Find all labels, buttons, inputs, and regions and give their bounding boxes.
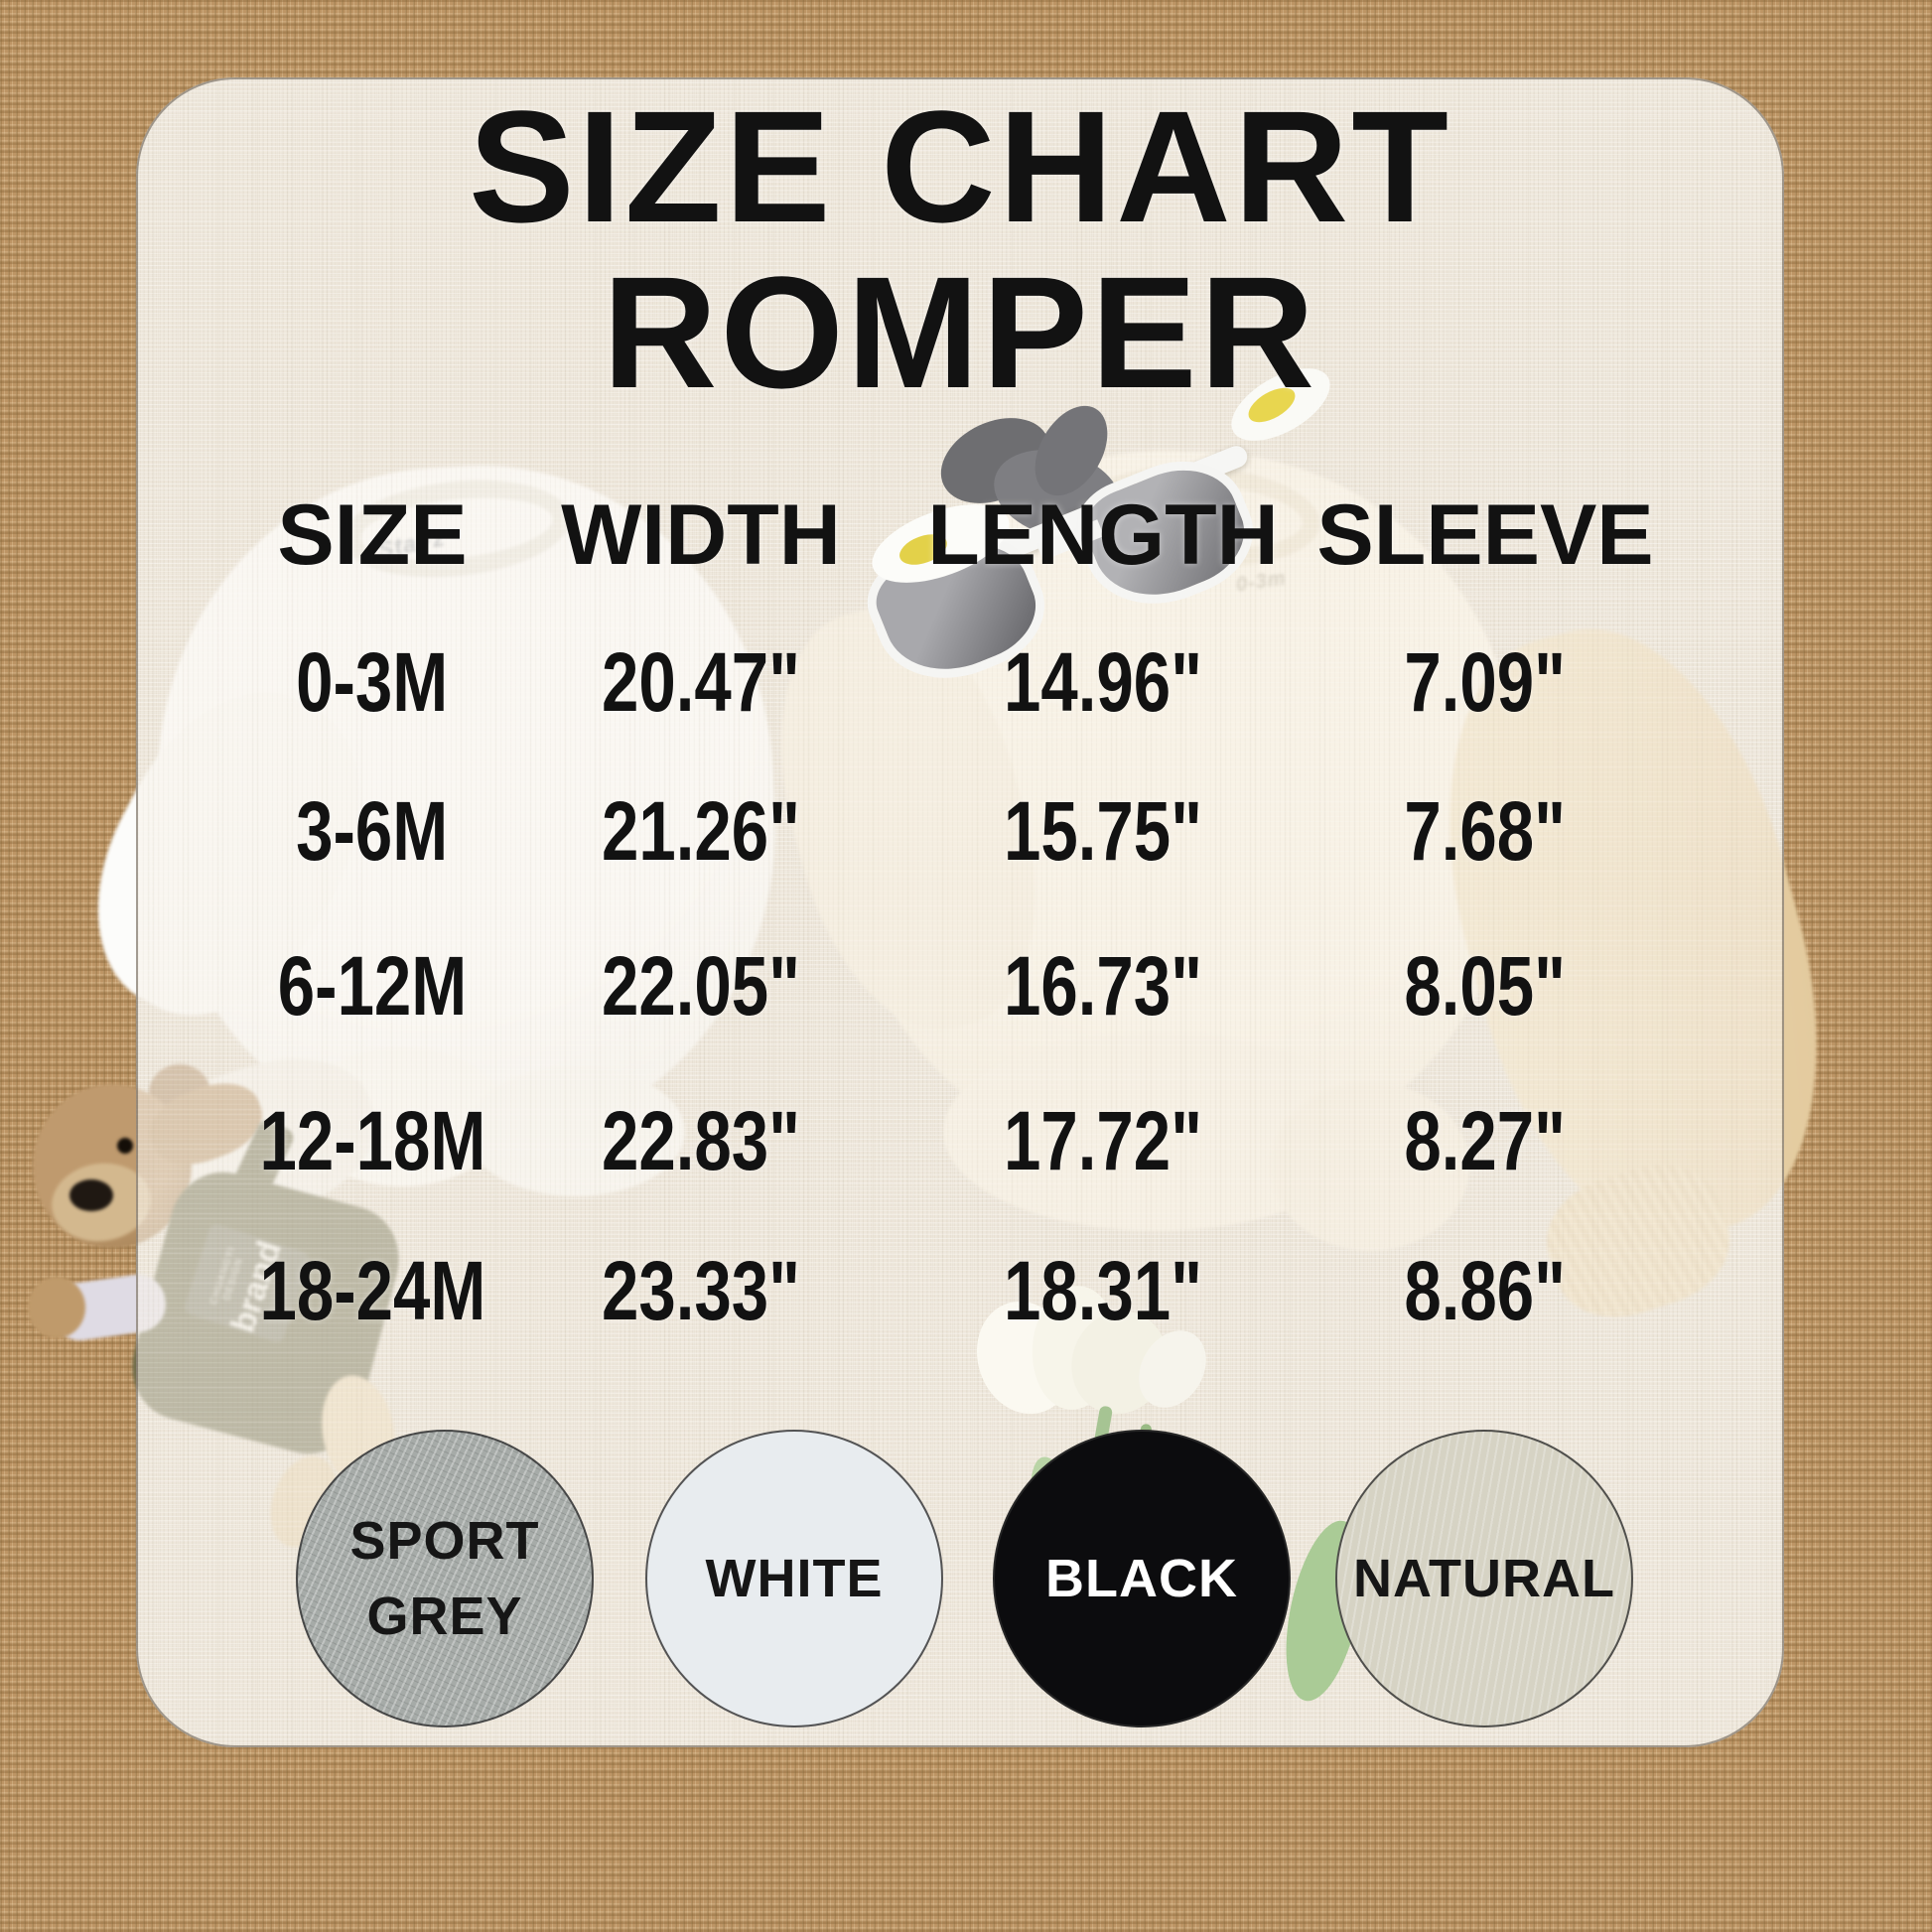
width-cell: 22.05" — [601, 939, 801, 1033]
page-title-line-1: SIZE CHART — [469, 77, 1451, 255]
swatch-label: BLACK — [1045, 1549, 1238, 1608]
sleeve-cell: 7.68" — [1404, 784, 1567, 878]
length-cell: 16.73" — [1003, 939, 1203, 1033]
swatch-sport-grey: SPORT GREY — [296, 1430, 594, 1727]
col-header-length: LENGTH — [927, 487, 1279, 583]
sleeve-cell: 8.27" — [1404, 1094, 1567, 1187]
swatch-black: BLACK — [993, 1430, 1291, 1727]
table-row: 12-18M 22.83" 17.72" 8.27" — [0, 1095, 1932, 1186]
sleeve-cell: 8.86" — [1404, 1244, 1567, 1337]
sleeve-cell: 7.09" — [1404, 635, 1567, 729]
col-header-size: SIZE — [277, 487, 468, 583]
size-cell: 0-3M — [296, 635, 449, 729]
length-cell: 17.72" — [1003, 1094, 1203, 1187]
swatch-label: SPORT GREY — [349, 1511, 540, 1646]
width-cell: 23.33" — [601, 1244, 801, 1337]
col-header-sleeve: SLEEVE — [1316, 487, 1654, 583]
swatch-natural: NATURAL — [1335, 1430, 1633, 1727]
size-cell: 18-24M — [259, 1244, 485, 1337]
swatch-white: WHITE — [645, 1430, 943, 1727]
swatch-label: WHITE — [705, 1549, 884, 1608]
table-header-row: SIZE WIDTH LENGTH SLEEVE — [0, 489, 1932, 581]
length-cell: 18.31" — [1003, 1244, 1203, 1337]
bear-paw-cuff — [28, 1277, 85, 1338]
width-cell: 21.26" — [601, 784, 801, 878]
col-header-width: WIDTH — [561, 487, 841, 583]
table-row: 18-24M 23.33" 18.31" 8.86" — [0, 1245, 1932, 1336]
page-title-line-2: ROMPER — [602, 243, 1318, 421]
size-cell: 6-12M — [277, 939, 468, 1033]
length-cell: 15.75" — [1003, 784, 1203, 878]
size-cell: 3-6M — [296, 784, 449, 878]
size-cell: 12-18M — [259, 1094, 485, 1187]
sleeve-cell: 8.05" — [1404, 939, 1567, 1033]
width-cell: 20.47" — [601, 635, 801, 729]
table-row: 6-12M 22.05" 16.73" 8.05" — [0, 940, 1932, 1032]
width-cell: 22.83" — [601, 1094, 801, 1187]
length-cell: 14.96" — [1003, 635, 1203, 729]
table-row: 3-6M 21.26" 15.75" 7.68" — [0, 785, 1932, 877]
swatch-label: NATURAL — [1353, 1549, 1615, 1608]
table-row: 0-3M 20.47" 14.96" 7.09" — [0, 636, 1932, 728]
bear-nose — [69, 1179, 113, 1211]
bear-eye — [117, 1138, 133, 1154]
